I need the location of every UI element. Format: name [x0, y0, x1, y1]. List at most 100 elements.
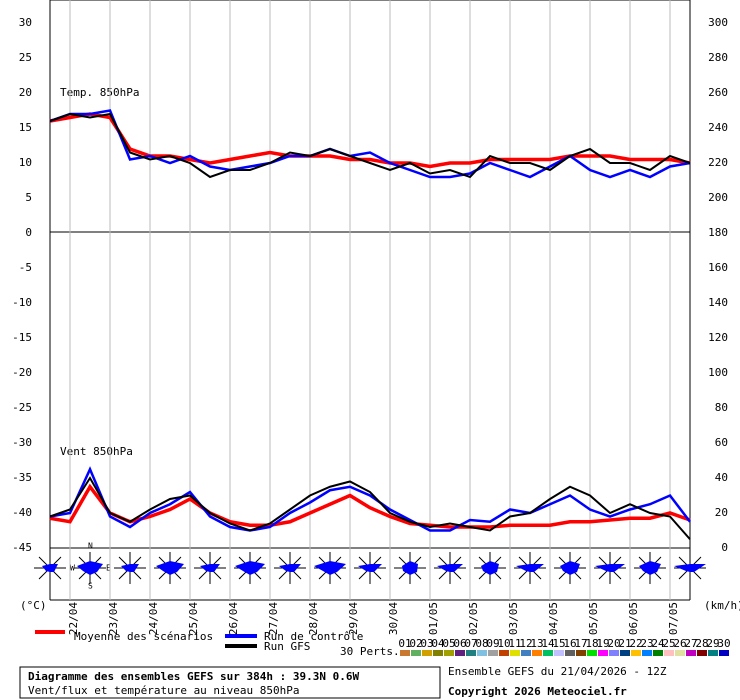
footer-title: Diagramme des ensembles GEFS sur 384h : …: [28, 670, 360, 683]
rose-shape: [77, 561, 103, 575]
wind-label: Vent 850hPa: [60, 445, 133, 458]
pert-label: 03: [420, 637, 433, 650]
pert-swatch: [719, 650, 729, 656]
y2-tick-label: 200: [708, 191, 728, 204]
pert-label: 05: [442, 637, 455, 650]
pert-swatch: [510, 650, 520, 656]
pert-label: 14: [541, 637, 555, 650]
x-tick-label: 07/05: [667, 602, 680, 635]
y-tick-label: 10: [19, 156, 32, 169]
y-tick-label: 5: [25, 191, 32, 204]
y2-tick-label: 100: [708, 366, 728, 379]
x-tick-label: 28/04: [307, 602, 320, 635]
y-tick-label: -10: [12, 296, 32, 309]
compass-w: W: [70, 564, 75, 573]
pert-swatch: [686, 650, 696, 656]
y-tick-label: 30: [19, 16, 32, 29]
pert-swatch: [444, 650, 454, 656]
pert-swatch: [609, 650, 619, 656]
x-tick-label: 05/05: [587, 602, 600, 635]
pert-label: 27: [684, 637, 697, 650]
rose-shape: [437, 564, 463, 572]
y2-tick-label: 180: [708, 226, 728, 239]
x-tick-label: 29/04: [347, 602, 360, 635]
x-tick-label: 23/04: [107, 602, 120, 635]
pert-label: 08: [475, 637, 488, 650]
pert-label: 16: [563, 637, 576, 650]
pert-swatch: [400, 650, 410, 656]
pert-label: 25: [662, 637, 675, 650]
pert-swatch: [565, 650, 575, 656]
rose-shape: [358, 564, 382, 572]
x-tick-label: 27/04: [267, 602, 280, 635]
pert-label: 07: [464, 637, 477, 650]
pert-label: 09: [486, 637, 499, 650]
y-tick-label: -45: [12, 541, 32, 554]
y2-tick-label: 300: [708, 16, 728, 29]
pert-swatch: [697, 650, 707, 656]
y-tick-label: 0: [25, 226, 32, 239]
pert-label: 13: [530, 637, 543, 650]
rose-shape: [402, 561, 418, 575]
rose-shape: [595, 564, 625, 572]
pert-swatch: [488, 650, 498, 656]
pert-label: 28: [695, 637, 708, 650]
temp-label: Temp. 850hPa: [60, 86, 139, 99]
pert-label: 20: [607, 637, 620, 650]
x-tick-label: 03/05: [507, 602, 520, 635]
pert-swatch: [664, 650, 674, 656]
pert-swatch: [532, 650, 542, 656]
y2-tick-label: 40: [715, 471, 728, 484]
rose-shape: [481, 561, 499, 575]
pert-swatch: [675, 650, 685, 656]
pert-swatch: [554, 650, 564, 656]
rose-shape: [200, 564, 220, 572]
y2-tick-label: 140: [708, 296, 728, 309]
pert-swatch: [653, 650, 663, 656]
y2-tick-label: 280: [708, 51, 728, 64]
pert-label: 21: [618, 637, 631, 650]
y-tick-label: 25: [19, 51, 32, 64]
x-tick-label: 01/05: [427, 602, 440, 635]
pert-label: 26: [673, 637, 686, 650]
y2-tick-label: 60: [715, 436, 728, 449]
pert-swatch: [543, 650, 553, 656]
rose-shape: [279, 564, 301, 572]
rose-shape: [235, 561, 265, 575]
pert-swatch: [477, 650, 487, 656]
y2-tick-label: 240: [708, 121, 728, 134]
x-tick-label: 25/04: [187, 602, 200, 635]
pert-label: 24: [651, 637, 665, 650]
pert-swatch: [466, 650, 476, 656]
pert-label: 22: [629, 637, 642, 650]
footer-subtitle: Vent/flux et température au niveau 850hP…: [28, 684, 300, 697]
x-tick-label: 02/05: [467, 602, 480, 635]
pert-swatch: [576, 650, 586, 656]
pert-swatch: [433, 650, 443, 656]
y-tick-label: -30: [12, 436, 32, 449]
rose-shape: [516, 564, 544, 572]
pert-label: 17: [574, 637, 587, 650]
left-unit: (°C): [20, 599, 47, 612]
x-tick-label: 30/04: [387, 602, 400, 635]
y2-tick-label: 220: [708, 156, 728, 169]
temp-line: [49, 112, 691, 169]
pert-swatch: [587, 650, 597, 656]
pert-swatch: [708, 650, 718, 656]
pert-label: 11: [508, 637, 521, 650]
rose-shape: [121, 564, 139, 572]
compass-e: E: [106, 564, 111, 573]
pert-swatch: [411, 650, 421, 656]
pert-swatch: [598, 650, 608, 656]
footer-copyright: Copyright 2026 Meteociel.fr: [448, 685, 627, 698]
right-unit: (km/h): [704, 599, 740, 612]
x-tick-label: 26/04: [227, 602, 240, 635]
compass-s: S: [88, 582, 93, 591]
pert-label: 10: [497, 637, 510, 650]
y-tick-label: -40: [12, 506, 32, 519]
temp-line: [49, 109, 691, 179]
compass-n: N: [88, 542, 93, 551]
wind-line: [49, 476, 691, 540]
pert-label: 04: [431, 637, 445, 650]
